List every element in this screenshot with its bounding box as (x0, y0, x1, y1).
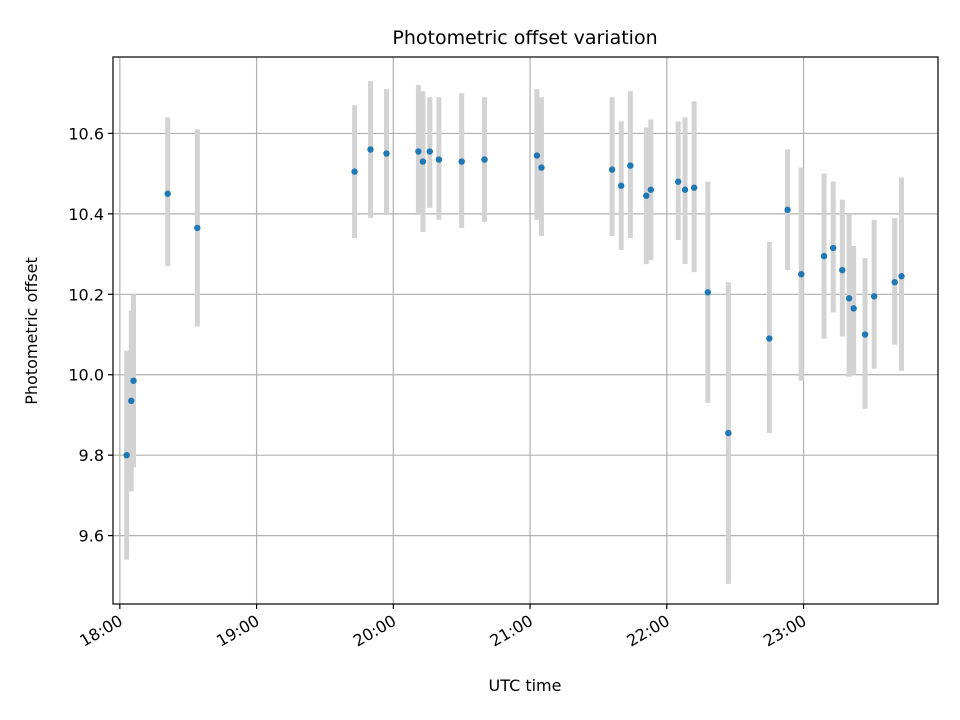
data-point (839, 266, 846, 274)
data-point (891, 279, 898, 286)
data-point (725, 429, 732, 437)
data-point (481, 156, 488, 163)
plot-frame (112, 56, 939, 605)
y-axis: 9.6 9.8 10.0 10.2 10.4 10.6 (68, 124, 113, 546)
data-point (674, 178, 682, 185)
data-point (643, 192, 650, 199)
data-point (194, 224, 201, 232)
data-point (538, 164, 545, 171)
data-point (647, 186, 655, 193)
data-point (419, 158, 427, 165)
data-point (128, 397, 135, 405)
data-point (533, 152, 541, 159)
data-point (784, 206, 791, 214)
data-point (415, 148, 422, 155)
data-point (627, 162, 634, 169)
data-point (704, 289, 712, 296)
data-point (690, 184, 698, 191)
data-point (426, 148, 433, 155)
data-point (351, 168, 358, 175)
data-point (435, 156, 443, 163)
data-point (618, 182, 625, 189)
data-point (681, 186, 689, 193)
data-point (458, 158, 465, 165)
data-point (766, 335, 773, 342)
data-point (898, 273, 905, 280)
data-point (608, 166, 616, 173)
data-point (123, 451, 130, 459)
y-tick-label: 9.8 (79, 446, 104, 465)
x-axis-label: UTC time (489, 676, 562, 695)
data-point (861, 331, 869, 338)
data-points (123, 146, 905, 459)
data-point (130, 377, 137, 384)
y-tick-label: 10.2 (68, 285, 104, 304)
data-point (845, 295, 853, 302)
data-point (850, 305, 857, 312)
y-tick-label: 10.6 (68, 124, 104, 143)
y-tick-label: 9.6 (79, 527, 104, 546)
data-point (798, 270, 805, 278)
chart-title: Photometric offset variation (392, 27, 657, 49)
y-axis-label: Photometric offset (22, 257, 41, 405)
data-point (383, 150, 390, 157)
data-point (820, 252, 828, 260)
data-point (164, 190, 171, 197)
data-point (870, 293, 878, 300)
y-tick-label: 10.4 (68, 205, 104, 224)
data-point (829, 244, 837, 252)
y-tick-label: 10.0 (68, 366, 104, 385)
data-point (367, 146, 374, 153)
